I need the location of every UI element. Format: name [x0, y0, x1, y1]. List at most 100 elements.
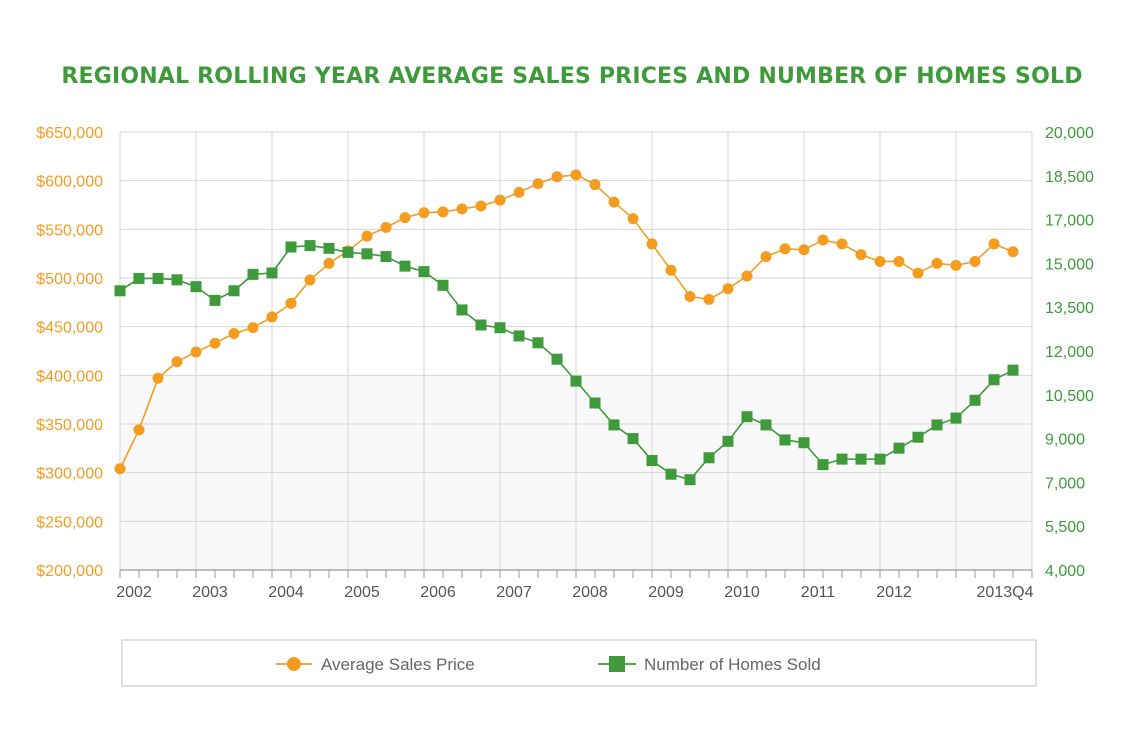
right-tick-label: 5,500 — [1045, 519, 1085, 536]
right-tick-label: 20,000 — [1045, 125, 1094, 142]
homes-sold-point — [988, 374, 1000, 386]
average-sales-price-point — [608, 196, 620, 208]
homes-sold-point — [475, 319, 487, 331]
x-tick-label: 2002 — [116, 584, 152, 601]
homes-sold-point — [494, 322, 506, 334]
homes-sold-point — [627, 433, 639, 445]
average-sales-price-point — [494, 194, 506, 206]
homes-sold-point — [589, 397, 601, 409]
gridlines — [119, 131, 1033, 571]
legend-marker-homes-sold — [609, 656, 625, 672]
average-sales-price-point — [418, 207, 430, 219]
average-sales-price-point — [931, 257, 943, 269]
homes-sold-point — [950, 412, 962, 424]
average-sales-price-point — [893, 255, 905, 267]
average-sales-price-point — [361, 230, 373, 242]
homes-sold-point — [608, 419, 620, 431]
homes-sold-point — [399, 260, 411, 272]
legend-label-average-sales-price: Average Sales Price — [321, 655, 475, 674]
homes-sold-point — [741, 411, 753, 423]
average-sales-price-point — [722, 283, 734, 295]
homes-sold-point — [779, 434, 791, 446]
left-tick-label: $400,000 — [36, 368, 103, 385]
average-sales-price-point — [646, 238, 658, 250]
left-tick-label: $500,000 — [36, 271, 103, 288]
homes-sold-point — [323, 242, 335, 254]
legend-label-homes-sold: Number of Homes Sold — [644, 655, 821, 674]
average-sales-price-point — [437, 206, 449, 218]
homes-sold-point — [665, 468, 677, 480]
average-sales-price-point — [456, 203, 468, 215]
average-sales-price-point — [114, 463, 126, 475]
average-sales-price-point — [399, 212, 411, 224]
average-sales-price-point — [665, 264, 677, 276]
x-tick-label: 2010 — [724, 584, 760, 601]
homes-sold-point — [190, 281, 202, 293]
average-sales-price-point — [760, 251, 772, 263]
average-sales-price-point — [285, 297, 297, 309]
homes-sold-point — [874, 453, 886, 465]
average-sales-price-point — [304, 274, 316, 286]
homes-sold-point — [931, 419, 943, 431]
homes-sold-point — [1007, 364, 1019, 376]
average-sales-price-point — [684, 290, 696, 302]
right-tick-label: 17,000 — [1045, 213, 1094, 230]
x-tick-label: 2012 — [876, 584, 912, 601]
homes-sold-point — [437, 279, 449, 291]
x-tick-label: 2006 — [420, 584, 456, 601]
homes-sold-point — [285, 241, 297, 253]
homes-sold-point — [247, 268, 259, 280]
homes-sold-point — [532, 337, 544, 349]
right-tick-label: 12,000 — [1045, 344, 1094, 361]
legend: Average Sales Price Number of Homes Sold — [121, 639, 1037, 687]
homes-sold-point — [513, 330, 525, 342]
left-y-axis: $650,000 $600,000 $550,000 $500,000 $450,000… — [36, 125, 103, 580]
homes-sold-point — [342, 246, 354, 258]
right-tick-label: 7,000 — [1045, 475, 1085, 492]
average-sales-price-point — [551, 171, 563, 183]
x-tick-label: 2004 — [268, 584, 304, 601]
left-tick-label: $350,000 — [36, 417, 103, 434]
left-tick-label: $300,000 — [36, 466, 103, 483]
average-sales-price-point — [266, 311, 278, 323]
x-axis: 2002 2003 2004 2005 2006 2007 2008 2009 2010 2011… — [116, 569, 1034, 601]
homes-sold-point — [456, 304, 468, 316]
homes-sold-point — [684, 474, 696, 486]
average-sales-price-point — [855, 249, 867, 261]
average-sales-price-point — [874, 255, 886, 267]
homes-sold-point — [418, 266, 430, 278]
homes-sold-point — [912, 431, 924, 443]
right-tick-label: 4,000 — [1045, 563, 1085, 580]
homes-sold-point — [171, 274, 183, 286]
average-sales-price-point — [817, 234, 829, 246]
left-tick-label: $450,000 — [36, 320, 103, 337]
average-sales-price-point — [323, 257, 335, 269]
homes-sold-point — [798, 437, 810, 449]
homes-sold-point — [551, 353, 563, 365]
x-tick-label: 2005 — [344, 584, 380, 601]
average-sales-price-point — [228, 327, 240, 339]
homes-sold-point — [836, 453, 848, 465]
right-tick-label: 9,000 — [1045, 432, 1085, 449]
average-sales-price-point — [589, 179, 601, 191]
homes-sold-point — [304, 240, 316, 252]
left-tick-label: $600,000 — [36, 174, 103, 191]
average-sales-price-point — [779, 243, 791, 255]
left-tick-label: $250,000 — [36, 514, 103, 531]
average-sales-price-point — [741, 270, 753, 282]
average-sales-price-point — [798, 244, 810, 256]
left-tick-label: $200,000 — [36, 563, 103, 580]
homes-sold-point — [646, 455, 658, 466]
average-sales-price-point — [1007, 246, 1019, 258]
homes-sold-point — [380, 251, 392, 263]
homes-sold-point — [722, 435, 734, 447]
homes-sold-point — [570, 375, 582, 387]
legend-marker-average-sales-price — [287, 657, 301, 671]
data-series — [114, 169, 1019, 486]
average-sales-price-point — [209, 337, 221, 349]
homes-sold-point — [703, 452, 715, 464]
x-tick-label: 2007 — [496, 584, 532, 601]
x-tick-label: 2008 — [572, 584, 608, 601]
right-y-axis: 20,000 18,500 17,000 15,000 13,500 12,000 10,5… — [1045, 125, 1094, 580]
